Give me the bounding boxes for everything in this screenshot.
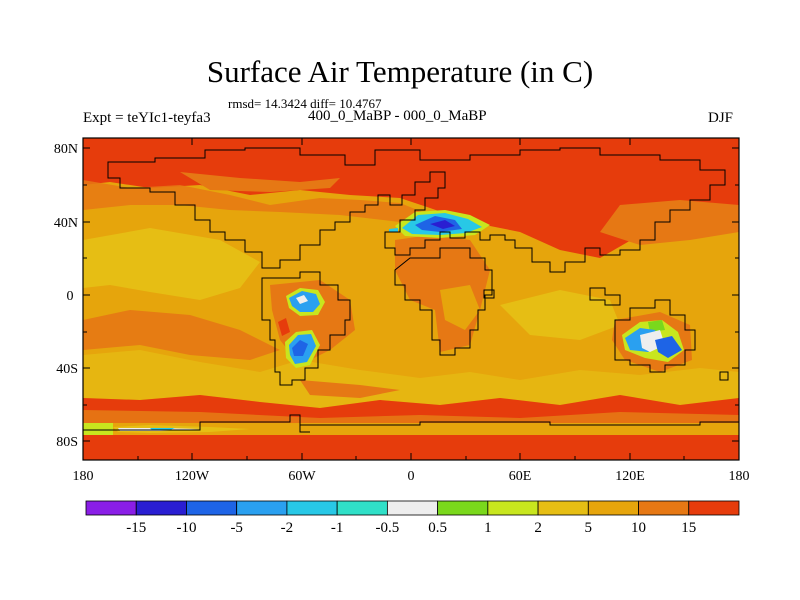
south-america-outline bbox=[261, 271, 351, 386]
colorbar-label: -15 bbox=[126, 520, 146, 536]
colorbar: -15 -10 -5 -2 -1 -0.5 0.5 1 2 5 10 15 bbox=[85, 500, 740, 536]
colorbar-label: 1 bbox=[484, 520, 492, 536]
lon-tick-label: 180 bbox=[73, 469, 94, 484]
lon-tick-label: 120W bbox=[175, 469, 210, 484]
north-warm-region bbox=[83, 138, 739, 258]
period-label: 400_0_MaBP - 000_0_MaBP bbox=[308, 108, 487, 124]
colorbar-label: -0.5 bbox=[376, 520, 400, 536]
lat-tick-label: 80S bbox=[56, 435, 78, 450]
lon-tick-label: 180 bbox=[729, 469, 750, 484]
lat-tick-label: 0 bbox=[67, 289, 74, 304]
africa-outline bbox=[394, 247, 493, 356]
lon-tick-label: 0 bbox=[408, 469, 415, 484]
colorbar-swatch bbox=[135, 500, 187, 516]
lat-tick-label: 40N bbox=[54, 216, 78, 231]
colorbar-swatch bbox=[638, 500, 690, 516]
colorbar-label: 15 bbox=[681, 520, 696, 536]
colorbar-swatch bbox=[487, 500, 539, 516]
indonesia-outline bbox=[589, 287, 621, 306]
colorbar-swatch bbox=[85, 500, 137, 516]
colorbar-swatch bbox=[537, 500, 589, 516]
season-label: DJF bbox=[708, 110, 734, 126]
colorbar-swatch bbox=[186, 500, 238, 516]
colorbar-label: -10 bbox=[176, 520, 196, 536]
antarctica-outline bbox=[83, 414, 739, 431]
colorbar-label: 2 bbox=[534, 520, 542, 536]
lon-tick-label: 60E bbox=[509, 469, 532, 484]
north-continent-outline bbox=[107, 147, 726, 273]
colorbar-swatch bbox=[286, 500, 338, 516]
colorbar-label: -5 bbox=[230, 520, 243, 536]
lon-tick-label: 60W bbox=[288, 469, 316, 484]
experiment-label: Expt = teYIc1-teyfa3 bbox=[83, 110, 211, 126]
lon-tick-label: 120E bbox=[615, 469, 645, 484]
colorbar-swatch bbox=[336, 500, 388, 516]
australia-outline bbox=[614, 299, 696, 373]
map-field bbox=[83, 138, 739, 460]
colorbar-label: 0.5 bbox=[428, 520, 447, 536]
colorbar-label: -2 bbox=[281, 520, 294, 536]
stats-subtitle: rmsd= 14.3424 diff= 10.4767 bbox=[228, 96, 382, 111]
colorbar-swatch bbox=[386, 500, 439, 516]
colorbar-swatch bbox=[236, 500, 288, 516]
continent-outlines bbox=[83, 147, 739, 433]
lat-tick-label: 40S bbox=[56, 362, 78, 377]
map-title: Surface Air Temperature (in C) bbox=[206, 54, 594, 89]
colorbar-swatch bbox=[437, 500, 489, 516]
colorbar-swatch bbox=[688, 500, 740, 516]
colorbar-swatch bbox=[587, 500, 639, 516]
colorbar-label: 5 bbox=[585, 520, 593, 536]
lat-tick-label: 80N bbox=[54, 142, 78, 157]
colorbar-label: 10 bbox=[631, 520, 646, 536]
colorbar-label: -1 bbox=[331, 520, 344, 536]
